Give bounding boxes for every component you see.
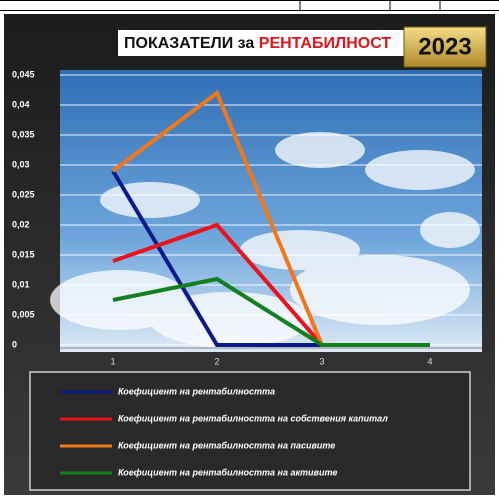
y-tick-label: 0,03 [12, 159, 30, 169]
x-tick-label: 4 [427, 356, 432, 366]
y-tick-label: 0,005 [12, 309, 35, 319]
legend-label: Коефициент на рентабилността [118, 386, 275, 396]
top-table [0, 0, 499, 11]
y-tick-label: 0,015 [12, 249, 35, 259]
y-tick-label: 0,025 [12, 189, 35, 199]
y-tick-label: 0,02 [12, 219, 30, 229]
y-tick-label: 0,045 [12, 69, 35, 79]
title-highlight: РЕНТАБИЛНОСТ [259, 35, 392, 52]
x-tick-label: 3 [319, 356, 324, 366]
y-tick-label: 0,04 [12, 99, 30, 109]
title-text: ПОКАЗАТЕЛИ за [124, 35, 254, 52]
x-tick-label: 2 [214, 356, 219, 366]
x-tick-label: 1 [110, 356, 115, 366]
title-box [118, 30, 408, 56]
series-line [112, 276, 430, 347]
y-tick-label: 0,01 [12, 279, 30, 289]
legend-label: Коефициент на рентабилността на собствен… [118, 413, 388, 423]
legend-label: Коефициент на рентабилността на пасивите [118, 440, 335, 450]
year-label: 2023 [418, 33, 471, 60]
y-tick-label: 0,035 [12, 129, 35, 139]
y-tick-label: 0 [12, 339, 17, 349]
legend-label: Коефициент на рентабилността на активите [118, 467, 337, 477]
year-box [403, 26, 487, 68]
chart-title: ПОКАЗАТЕЛИ за РЕНТАБИЛНОСТ [124, 35, 391, 52]
